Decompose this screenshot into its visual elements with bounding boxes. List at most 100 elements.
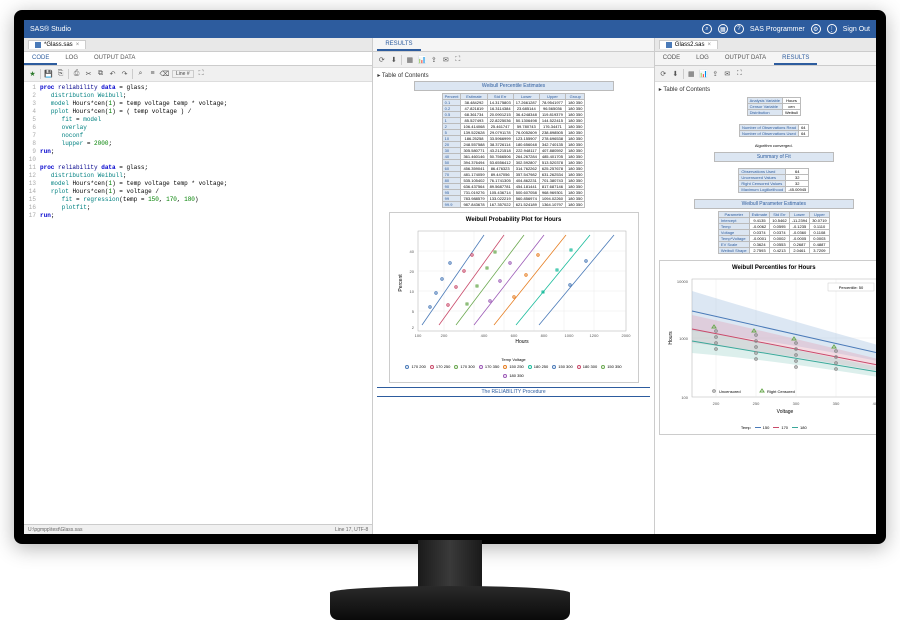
refresh-icon[interactable]: ⟳ [377,55,386,64]
percentile-plot-legend: Temp 150 170 180 [664,425,876,430]
toc-right[interactable]: ▸ Table of Contents [659,86,876,93]
file-tab-bar-left: *Glass.sas × [24,38,372,52]
info-tables: Analysis VariableHoursCensor Variablecen… [659,95,876,195]
svg-text:40: 40 [409,249,414,254]
right-nav-tabs: CODE LOG OUTPUT DATA RESULTS [655,52,876,66]
tab-log-r[interactable]: LOG [688,53,717,65]
file-tab-bar-right: Glass2.sas × [655,38,876,52]
svg-text:1000: 1000 [679,336,689,341]
format-icon[interactable]: ≡ [148,69,157,78]
settings-icon[interactable]: ⚙ [811,24,821,34]
download-icon-r[interactable]: ⬇ [671,69,680,78]
param-table-wrap: Weibull Parameter Estimates ParameterEst… [659,199,876,254]
percentile-table: PercentEstimateStd ErrLowerUpperGroup0.1… [442,93,586,208]
svg-text:1000: 1000 [564,333,574,338]
app-title: SAS® Studio [30,26,71,33]
status-bar: U:\pgmpp\test\Glass.sas Line 17, UTF-8 [24,524,372,534]
svg-text:Voltage: Voltage [776,409,793,415]
refresh-icon-r[interactable]: ⟳ [659,69,668,78]
download-icon[interactable]: ⬇ [389,55,398,64]
chart-icon[interactable]: 📊 [417,55,426,64]
results-body-mid: ▸ Table of Contents Weibull Percentile E… [373,68,653,534]
toc-mid[interactable]: ▸ Table of Contents [377,72,649,79]
percentile-plot-svg: Percentile: 50 Voltage Hours 10010001000… [664,273,876,423]
expand2-icon[interactable]: ⛶ [453,55,462,64]
svg-text:300: 300 [792,401,799,406]
app-top-bar: SAS® Studio ⌕ ▦ ? SAS Programmer ⚙ ⋮ Sig… [24,20,876,38]
svg-text:250: 250 [752,401,759,406]
tab-results-r[interactable]: RESULTS [774,53,817,65]
mid-nav-tabs: RESULTS [373,38,653,52]
expand-icon[interactable]: ⛶ [197,69,206,78]
svg-text:Percent: Percent [398,274,404,292]
cut-icon[interactable]: ✂ [84,69,93,78]
prob-plot-chart: Weibull Probability Plot for Hours [389,212,639,383]
svg-text:1200: 1200 [589,333,599,338]
svg-text:2000: 2000 [621,333,631,338]
results-toolbar-mid: ⟳ ⬇ ▦ 📊 ⇪ ✉ ⛶ [373,52,653,68]
tab-code[interactable]: CODE [24,53,57,65]
help-icon[interactable]: ? [734,24,744,34]
svg-text:Hours: Hours [515,339,529,345]
svg-text:400: 400 [872,401,876,406]
folder-icon[interactable]: ▦ [718,24,728,34]
results-body-right: ▸ Table of Contents Analysis VariableHou… [655,82,876,534]
middle-results-panel: RESULTS ⟳ ⬇ ▦ 📊 ⇪ ✉ ⛶ [373,38,654,534]
save-as-icon[interactable]: ⎘ [56,69,65,78]
tab-log[interactable]: LOG [57,53,86,65]
svg-text:10: 10 [409,289,414,294]
code-toolbar: ★ 💾 ⎘ ⎙ ✂ ⧉ ↶ ↷ ⌕ ≡ ⌫ Line # [24,66,372,82]
prob-plot-legend: 170 200170 250170 300170 350150 250180 2… [394,364,634,378]
close-tab-icon2[interactable]: × [707,42,711,48]
expand-icon-r[interactable]: ⛶ [735,69,744,78]
user-label[interactable]: SAS Programmer [750,26,805,33]
undo-icon[interactable]: ↶ [108,69,117,78]
run-icon[interactable]: ★ [28,69,37,78]
svg-text:Right Censored: Right Censored [767,389,795,394]
tab-output-r[interactable]: OUTPUT DATA [717,53,774,65]
svg-text:200: 200 [440,333,447,338]
mail-icon-r[interactable]: ✉ [723,69,732,78]
print-icon[interactable]: ⎙ [72,69,81,78]
svg-text:Hours: Hours [668,331,674,345]
results-toolbar-right: ⟳ ⬇ ▦ 📊 ⇪ ✉ ⛶ [655,66,876,82]
sas-file-icon2 [666,42,672,48]
percentile-table-wrap: Weibull Percentile Estimates PercentEsti… [377,81,649,208]
svg-text:350: 350 [832,401,839,406]
close-tab-icon[interactable]: × [76,42,80,48]
more-icon[interactable]: ⋮ [827,24,837,34]
export-icon-r[interactable]: ⇪ [711,69,720,78]
proc-footer: The RELIABILITY Procedure [377,387,649,397]
svg-text:100: 100 [414,333,421,338]
tab-results-mid[interactable]: RESULTS [377,39,420,51]
svg-text:400: 400 [480,333,487,338]
svg-text:20: 20 [409,269,414,274]
svg-text:100: 100 [681,395,688,400]
file-tab-glass2[interactable]: Glass2.sas × [659,40,718,49]
prob-plot-legend-title: Temp Voltage [394,357,634,362]
redo-icon[interactable]: ↷ [120,69,129,78]
left-nav-tabs: CODE LOG OUTPUT DATA [24,52,372,66]
find-icon[interactable]: ⌕ [136,69,145,78]
right-results-panel: Glass2.sas × CODE LOG OUTPUT DATA RESULT… [655,38,876,534]
search-icon[interactable]: ⌕ [702,24,712,34]
chart-icon-r[interactable]: 📊 [699,69,708,78]
svg-text:5: 5 [411,309,414,314]
file-tab-glass[interactable]: *Glass.sas × [28,40,86,49]
svg-text:10000: 10000 [677,279,689,284]
svg-text:600: 600 [510,333,517,338]
save-icon[interactable]: 💾 [44,69,53,78]
tab-output[interactable]: OUTPUT DATA [86,53,143,65]
copy-icon[interactable]: ⧉ [96,69,105,78]
code-editor[interactable]: 1proc reliability data = glass;2 distrib… [24,82,372,524]
export-icon[interactable]: ⇪ [429,55,438,64]
mail-icon[interactable]: ✉ [441,55,450,64]
svg-text:800: 800 [540,333,547,338]
sign-out-link[interactable]: Sign Out [843,26,870,33]
line-num-btn[interactable]: Line # [172,70,194,78]
table-icon[interactable]: ▦ [405,55,414,64]
svg-text:2: 2 [411,325,414,330]
clear-icon[interactable]: ⌫ [160,69,169,78]
tab-code-r[interactable]: CODE [655,53,688,65]
table-icon-r[interactable]: ▦ [687,69,696,78]
